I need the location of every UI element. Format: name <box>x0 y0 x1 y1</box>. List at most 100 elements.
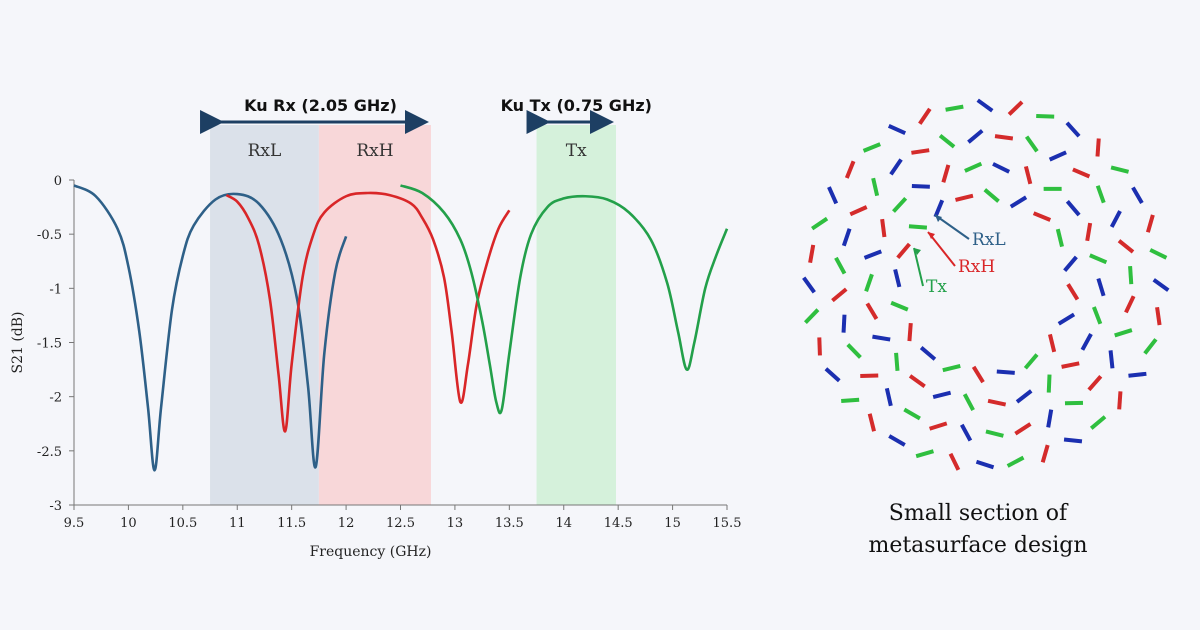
metasurface-element <box>889 158 903 176</box>
series-line-0 <box>73 184 348 472</box>
metasurface-element <box>1096 277 1106 297</box>
metasurface-element <box>994 134 1014 141</box>
metasurface-element <box>1124 295 1136 314</box>
series-line-2 <box>400 184 729 415</box>
metasurface-element <box>846 343 862 359</box>
x-tick-label: 9.5 <box>64 516 85 531</box>
metasurface-element <box>1087 374 1103 392</box>
element-pointer-rxl <box>934 214 970 240</box>
x-tick-label: 14 <box>555 516 572 531</box>
metasurface-element <box>1155 306 1162 326</box>
metasurface-element <box>1089 253 1108 265</box>
metasurface-element <box>1015 389 1033 404</box>
metasurface-element <box>1089 415 1107 430</box>
frequency-bands: RxL RxH Tx <box>210 125 616 505</box>
element-pointer-head <box>914 248 921 255</box>
metasurface-element <box>862 142 881 153</box>
metasurface-element <box>1085 222 1093 242</box>
metasurface-element <box>976 98 994 113</box>
metasurface-element <box>1023 165 1033 185</box>
metasurface-element <box>919 346 937 361</box>
band-annotations: Ku Rx (2.05 GHz) Ku Tx (0.75 GHz) <box>200 96 652 134</box>
metasurface-element <box>915 449 935 459</box>
annotation-title-0: Ku Rx (2.05 GHz) <box>244 96 397 115</box>
metasurface-element <box>1024 135 1039 153</box>
metasurface-element <box>932 390 952 399</box>
chart-series <box>73 184 729 472</box>
metasurface-element <box>975 459 995 470</box>
metasurface-element <box>908 374 926 388</box>
metasurface-element <box>938 133 956 149</box>
metasurface-element <box>894 352 900 371</box>
metasurface-element <box>1149 248 1168 260</box>
metasurface-element <box>1046 409 1054 428</box>
y-tick-label: 0 <box>54 174 62 189</box>
metasurface-element <box>945 104 964 112</box>
metasurface-element <box>1066 283 1080 301</box>
metasurface-element <box>1046 374 1052 393</box>
element-pointer-rxh <box>927 231 956 267</box>
metasurface-element <box>1110 165 1130 174</box>
metasurface-element <box>918 107 932 125</box>
metasurface-element <box>831 287 848 303</box>
metasurface-element <box>880 218 887 238</box>
x-tick-label: 11.5 <box>277 516 306 531</box>
metasurface-element <box>841 228 852 247</box>
metasurface-element <box>987 398 1007 407</box>
x-tick-label: 15 <box>664 516 681 531</box>
band-rxh <box>318 125 431 505</box>
metasurface-element <box>1091 306 1103 325</box>
band-label-tx: Tx <box>566 141 587 161</box>
element-pointer-head <box>928 232 935 239</box>
metasurface-element <box>834 256 847 275</box>
metasurface-element <box>1036 113 1055 119</box>
metasurface-element <box>967 129 984 144</box>
metasurface-element <box>892 196 908 213</box>
metasurface-element <box>1006 455 1025 468</box>
metasurface-element <box>1143 338 1158 355</box>
metasurface-element <box>1061 361 1080 369</box>
y-tick-label: -1 <box>49 282 62 297</box>
metasurface-element <box>864 273 874 292</box>
caption-line-1: Small section of <box>889 501 1069 526</box>
metasurface-element <box>1063 437 1083 444</box>
element-label-rxl: RxL <box>972 230 1006 250</box>
metasurface-element <box>1014 422 1032 436</box>
metasurface-element <box>893 268 902 288</box>
metasurface-element <box>872 334 891 342</box>
metasurface-element <box>896 242 911 260</box>
metasurface-element <box>941 164 951 183</box>
metasurface-element <box>962 393 975 412</box>
metasurface-element <box>907 322 913 342</box>
metasurface-element <box>1040 444 1050 463</box>
metasurface-element <box>1009 195 1028 209</box>
element-label-tx: Tx <box>926 277 947 297</box>
metasurface-element <box>955 193 974 202</box>
metasurface-element <box>1080 333 1093 351</box>
metasurface-element <box>960 423 973 442</box>
metasurface-element <box>1128 266 1134 285</box>
metasurface-element <box>983 188 1000 203</box>
metasurface-element <box>1108 350 1115 369</box>
band-tx <box>536 125 616 505</box>
metasurface-element <box>992 162 1011 174</box>
x-tick-label: 15.5 <box>713 516 742 531</box>
x-tick-label: 12 <box>338 516 355 531</box>
metasurface-element <box>1109 210 1122 228</box>
y-tick-label: -0.5 <box>37 228 62 243</box>
band-rxl <box>210 125 319 505</box>
y-tick-label: -1.5 <box>37 337 62 352</box>
metasurface-element <box>1065 200 1081 217</box>
metasurface-element <box>1095 185 1106 204</box>
s21-chart: RxL RxH Tx Ku Rx (2.05 GHz) Ku Tx (0.75 GHz… <box>10 96 741 560</box>
metasurface-element <box>1048 333 1057 353</box>
metasurface-element <box>1131 186 1144 205</box>
metasurface-element <box>996 369 1015 375</box>
metasurface-element <box>887 124 907 136</box>
chart-axes: 9.5 10 10.5 11 11.5 12 12.5 13 13.5 14 14.5 15 15.5 0… <box>37 174 742 531</box>
metasurface-element <box>884 387 893 407</box>
metasurface-element <box>942 363 961 373</box>
metasurface-element <box>908 224 928 230</box>
x-tick-label: 12.5 <box>386 516 415 531</box>
metasurface-element <box>1095 138 1101 157</box>
